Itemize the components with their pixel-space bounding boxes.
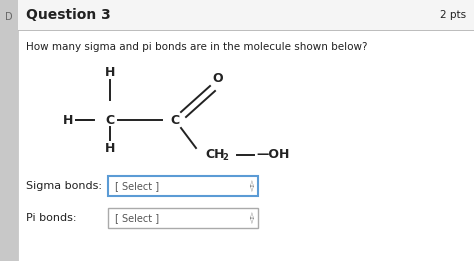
Bar (108, 176, 258, 196)
Text: O: O (213, 72, 223, 85)
Text: ◅▻: ◅▻ (247, 180, 256, 193)
Bar (18, 0, 474, 30)
Text: 2 pts: 2 pts (440, 10, 466, 20)
Text: C: C (105, 114, 115, 127)
Text: Pi bonds:: Pi bonds: (26, 213, 76, 223)
Text: —OH: —OH (256, 149, 289, 162)
Bar (108, 208, 258, 228)
Text: Sigma bonds:: Sigma bonds: (26, 181, 102, 191)
Text: How many sigma and pi bonds are in the molecule shown below?: How many sigma and pi bonds are in the m… (26, 42, 367, 52)
Text: C: C (171, 114, 180, 127)
Text: CH: CH (205, 149, 225, 162)
Bar (0, 0, 18, 261)
Text: [ Select ]: [ Select ] (115, 181, 159, 191)
Text: H: H (63, 114, 73, 127)
Text: H: H (105, 66, 115, 79)
Text: D: D (5, 12, 13, 22)
Text: 2: 2 (222, 153, 228, 163)
Text: H: H (105, 141, 115, 155)
Text: ◅▻: ◅▻ (247, 211, 256, 224)
Text: Question 3: Question 3 (26, 8, 111, 22)
Text: [ Select ]: [ Select ] (115, 213, 159, 223)
